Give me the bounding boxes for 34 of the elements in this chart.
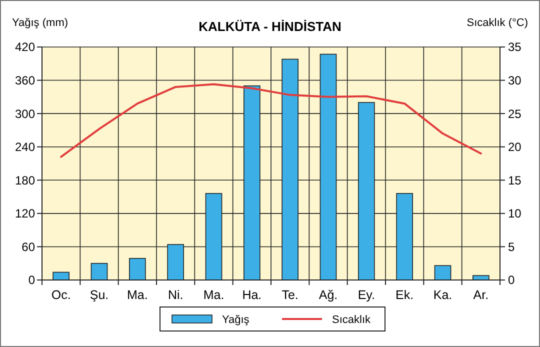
x-tick-label: Ha. — [242, 288, 262, 302]
x-tick-label: Ar. — [473, 288, 489, 302]
y-tick-label: 60 — [22, 240, 36, 254]
y-tick-label: 180 — [14, 173, 36, 188]
legend-label: Sıcaklık — [332, 314, 372, 326]
x-tick-label: Ma. — [203, 288, 224, 302]
y-tick-label: 240 — [14, 140, 36, 154]
legend-label: Yağış — [222, 314, 250, 326]
y-axis-title: Yağış (mm) — [12, 17, 68, 29]
y2-axis-title: Sıcaklık (°C) — [466, 17, 528, 29]
x-tick-label: Şu. — [90, 288, 109, 302]
y-tick-label: 300 — [14, 106, 36, 121]
y2-tick-label: 25 — [508, 106, 522, 121]
y2-tick-label: 35 — [508, 40, 522, 54]
y2-tick-label: 0 — [508, 273, 515, 288]
y2-tick-label: 10 — [508, 206, 522, 221]
x-tick-label: Ka. — [433, 288, 452, 302]
line-series — [60, 83, 482, 158]
y2-tick-label: 15 — [508, 173, 522, 188]
y-tick-label: 120 — [14, 206, 36, 221]
x-tick-label: Oc. — [51, 288, 71, 302]
x-tick-label: Ek. — [396, 288, 414, 302]
x-tick-label: Ma. — [126, 288, 148, 302]
y-tick-label: 0 — [28, 273, 36, 288]
x-tick-label: Te. — [282, 288, 298, 302]
y-tick-label: 360 — [14, 73, 36, 88]
x-tick-label: Ağ. — [318, 288, 338, 302]
x-tick-label: Ey. — [358, 288, 375, 302]
x-tick-label: Ni. — [168, 288, 184, 302]
y-tick-label: 420 — [14, 40, 36, 54]
y2-tick-label: 20 — [508, 140, 522, 154]
y2-tick-label: 30 — [508, 73, 522, 88]
y2-tick-label: 5 — [508, 240, 515, 254]
chart-title: KALKÜTA - HİNDİSTAN — [198, 19, 342, 34]
